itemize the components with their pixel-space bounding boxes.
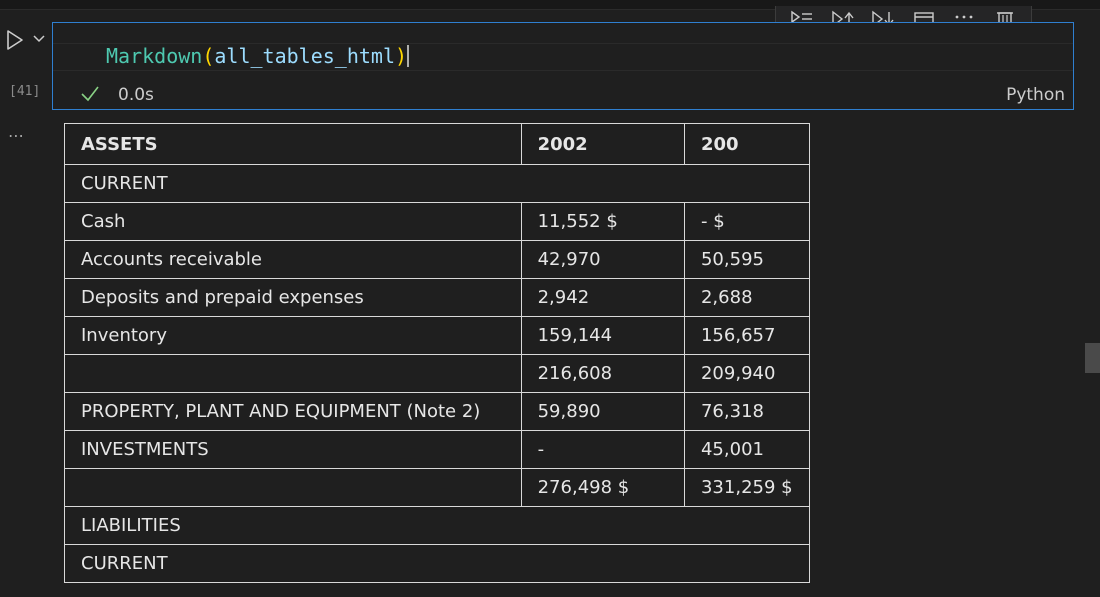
row-label: INVESTMENTS xyxy=(64,430,522,469)
value-cell: 216,608 xyxy=(520,354,685,393)
header-cell: 2002 xyxy=(520,123,685,165)
table-row: 216,608 209,940 xyxy=(64,354,810,393)
run-options-dropdown[interactable] xyxy=(31,31,47,47)
value-cell: - xyxy=(520,430,685,469)
row-label: PROPERTY, PLANT AND EQUIPMENT (Note 2) xyxy=(64,392,522,431)
table-row: 276,498 $331,259 $ xyxy=(64,468,810,507)
code-editor[interactable]: Markdown(all_tables_html) xyxy=(53,23,1073,91)
more-actions-icon[interactable] xyxy=(950,8,978,30)
section-cell: LIABILITIES xyxy=(64,506,810,545)
execution-time: 0.0s xyxy=(118,85,154,105)
code-open-paren: ( xyxy=(202,44,215,68)
table-row: LIABILITIES xyxy=(64,506,810,545)
row-label: Accounts receivable xyxy=(64,240,522,279)
table-row: Cash 11,552 $ - $ xyxy=(64,202,810,241)
table-row: CURRENT xyxy=(64,164,810,203)
row-label xyxy=(64,354,522,393)
row-label: Deposits and prepaid expenses xyxy=(64,278,522,317)
header-cell: ASSETS xyxy=(64,123,522,165)
value-cell: 76,318 xyxy=(683,392,810,431)
section-cell: CURRENT xyxy=(64,544,810,583)
current-line-highlight xyxy=(53,43,1073,71)
header-cell: 200 xyxy=(683,123,810,165)
execution-count: [41] xyxy=(9,84,41,99)
text-cursor xyxy=(407,45,410,67)
value-cell: 209,940 xyxy=(683,354,810,393)
value-cell: 59,890 xyxy=(520,392,685,431)
section-cell: CURRENT xyxy=(64,164,810,203)
table-row: Deposits and prepaid expenses 2,942 2,688 xyxy=(64,278,810,317)
financial-table: ASSETS 2002 200 CURRENT Cash 11,552 $ - $ … xyxy=(64,123,810,583)
table-row: INVESTMENTS -45,001 xyxy=(64,430,810,469)
table-row: PROPERTY, PLANT AND EQUIPMENT (Note 2) 59… xyxy=(64,392,810,431)
code-function-token: Markdown xyxy=(106,44,203,68)
cell-output: ASSETS 2002 200 CURRENT Cash 11,552 $ - $ … xyxy=(64,123,810,597)
value-cell: 276,498 $ xyxy=(520,468,685,507)
value-cell: 2,688 xyxy=(683,278,810,317)
row-label: Cash xyxy=(64,202,522,241)
check-icon xyxy=(81,86,99,102)
value-cell: 45,001 xyxy=(683,430,810,469)
cell-language-picker[interactable]: Python xyxy=(1006,85,1065,105)
table-row: Accounts receivable 42,970 50,595 xyxy=(64,240,810,279)
cell-status-row: 0.0s Python xyxy=(53,81,1073,109)
value-cell: - $ xyxy=(683,202,810,241)
play-icon xyxy=(7,30,23,50)
value-cell: 331,259 $ xyxy=(683,468,810,507)
table-header-row: ASSETS 2002 200 xyxy=(64,123,810,165)
row-label: Inventory xyxy=(64,316,522,355)
code-line[interactable]: Markdown(all_tables_html) xyxy=(106,43,410,69)
editor-top-strip xyxy=(0,0,1100,10)
code-argument-token: all_tables_html xyxy=(214,44,395,68)
vertical-scrollbar-thumb[interactable] xyxy=(1085,343,1100,373)
output-more-actions-button[interactable]: ⋯ xyxy=(8,126,25,145)
value-cell: 50,595 xyxy=(683,240,810,279)
run-cell-button[interactable] xyxy=(3,28,27,52)
table-row: CURRENT xyxy=(64,544,810,583)
table-row: Inventory 159,144 156,657 xyxy=(64,316,810,355)
code-close-paren: ) xyxy=(395,44,408,68)
row-label xyxy=(64,468,522,507)
code-cell[interactable]: Markdown(all_tables_html) 0.0s Python xyxy=(52,22,1074,110)
value-cell: 156,657 xyxy=(683,316,810,355)
chevron-down-icon xyxy=(33,35,45,43)
value-cell: 2,942 xyxy=(520,278,685,317)
value-cell: 42,970 xyxy=(520,240,685,279)
value-cell: 159,144 xyxy=(520,316,685,355)
value-cell: 11,552 $ xyxy=(520,202,685,241)
